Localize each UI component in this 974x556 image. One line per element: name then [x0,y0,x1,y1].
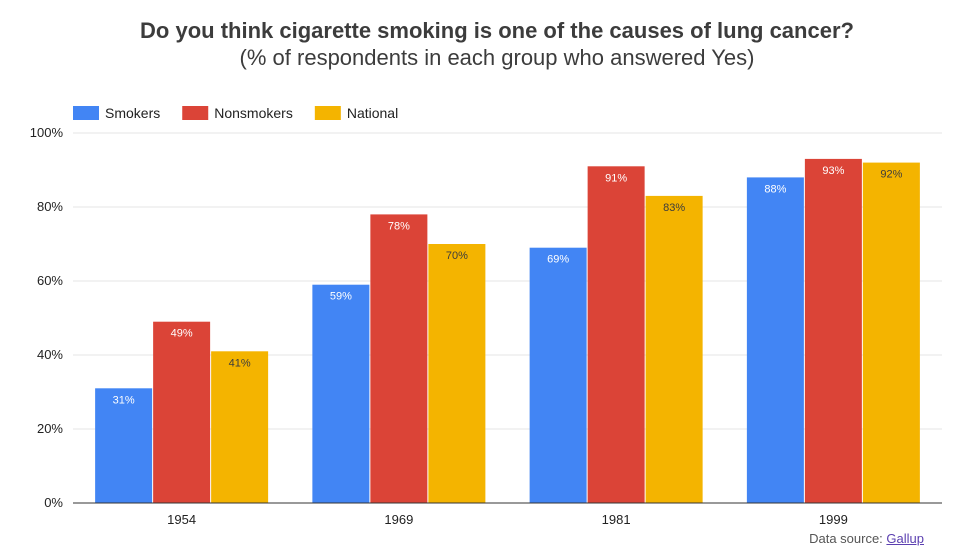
bar-label: 78% [388,220,410,232]
x-tick-label: 1999 [819,512,848,527]
bar-national-1969 [428,244,486,503]
legend-swatch-smokers [73,106,99,120]
bar-label: 88% [764,183,786,195]
chart-title: Do you think cigarette smoking is one of… [140,18,854,43]
bar-label: 31% [113,394,135,406]
x-tick-label: 1969 [384,512,413,527]
legend-label-nonsmokers: Nonsmokers [214,105,293,121]
bar-label: 91% [605,172,627,184]
bar-label: 41% [229,357,251,369]
bar-label: 93% [822,165,844,177]
bar-nonsmokers-1969 [370,214,428,503]
bar-label: 70% [446,250,468,262]
bar-national-1954 [211,351,269,503]
bar-smokers-1954 [95,388,153,503]
bar-nonsmokers-1999 [804,158,862,503]
bars: 31% 49% 41% 59% 78% 70% 69% 91% 83% 88% 93% 92% [95,158,920,504]
bar-nonsmokers-1981 [587,166,645,504]
bar-smokers-1999 [746,177,804,503]
bar-nonsmokers-1954 [153,321,211,503]
legend-label-smokers: Smokers [105,105,160,121]
x-tick-label: 1981 [602,512,631,527]
chart-subtitle: (% of respondents in each group who answ… [240,45,755,70]
x-tick-label: 1954 [167,512,196,527]
y-tick-label: 100% [30,125,64,140]
bar-label: 92% [880,169,902,181]
y-tick-label: 60% [37,273,63,288]
bar-label: 69% [547,254,569,266]
legend-swatch-national [314,106,341,120]
gallup-link[interactable]: Gallup [886,531,924,546]
y-tick-label: 20% [37,421,63,436]
bar-label: 83% [663,202,685,214]
axes: 0% 20% 40% 60% 80% 100% 1954 1969 1981 1999 [30,125,942,527]
data-source-prefix: Data source: [809,531,887,546]
y-tick-label: 40% [37,347,63,362]
bar-national-1981 [645,195,703,503]
legend-swatch-nonsmokers [182,106,209,120]
legend-label-national: National [347,105,398,121]
legend: Smokers Nonsmokers National [73,105,398,121]
y-tick-label: 80% [37,199,63,214]
bar-label: 59% [330,291,352,303]
bar-smokers-1969 [312,284,370,503]
y-tick-label: 0% [44,495,63,510]
bar-national-1999 [862,162,920,503]
data-source: Data source: Gallup [809,531,924,546]
bar-label: 49% [171,328,193,340]
bar-smokers-1981 [529,247,587,503]
